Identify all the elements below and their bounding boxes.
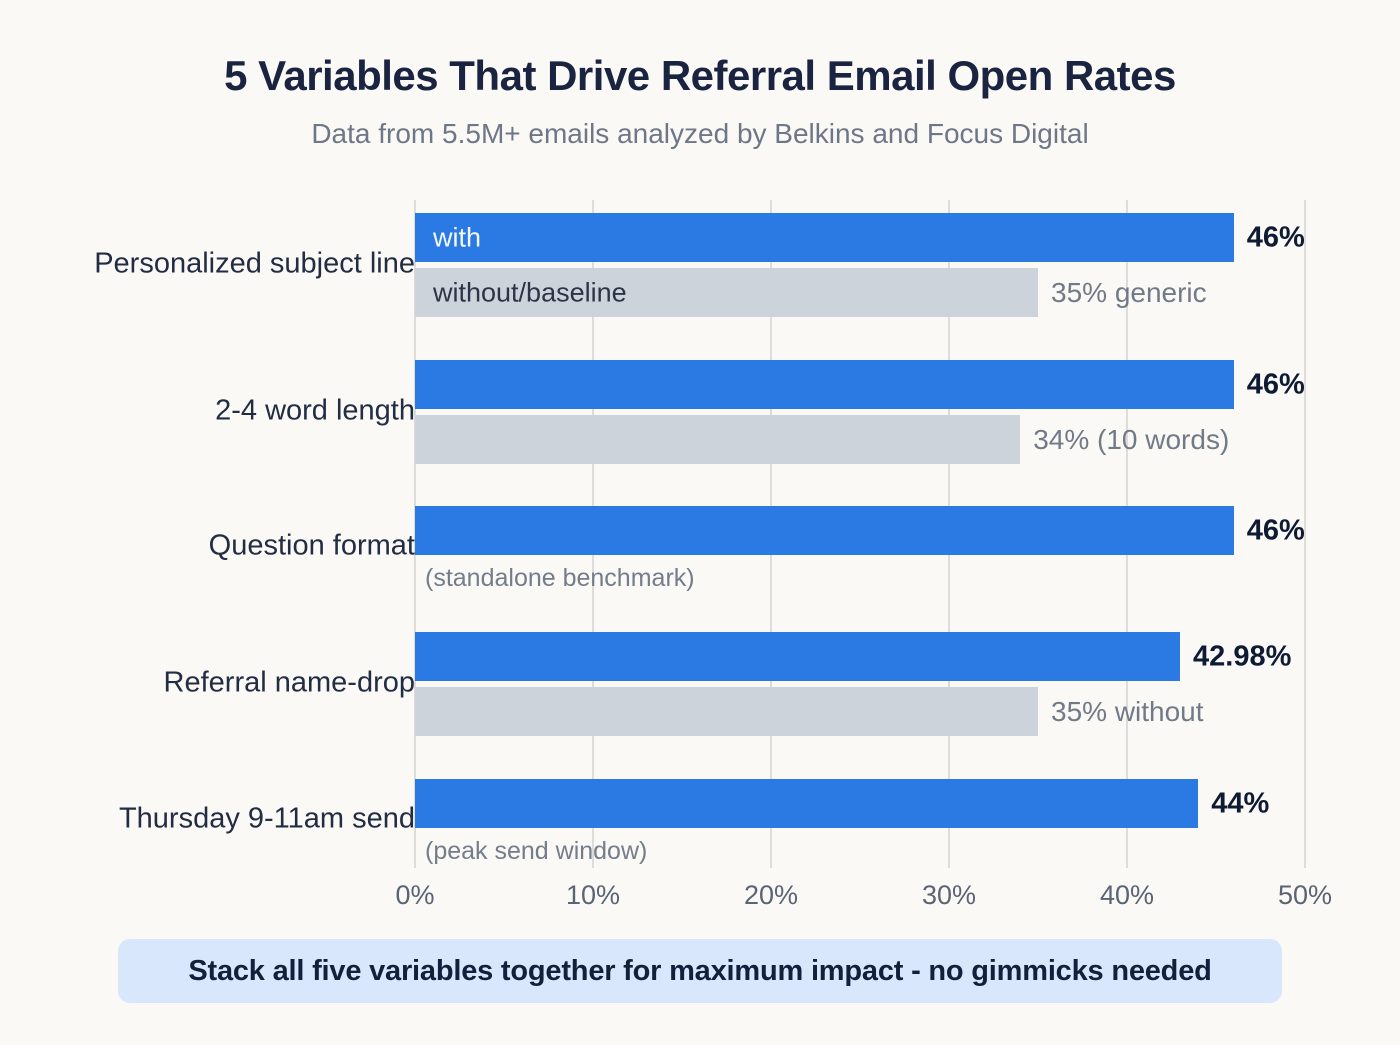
primary-bar: with	[415, 213, 1234, 262]
category-label: 2-4 word length	[215, 394, 415, 427]
page-title: 5 Variables That Drive Referral Email Op…	[224, 52, 1176, 99]
bar-note-label: (peak send window)	[425, 837, 648, 865]
x-axis-tick-label: 50%	[1277, 880, 1333, 910]
secondary-bar	[415, 415, 1021, 464]
primary-bar	[415, 632, 1181, 681]
secondary-bar	[415, 687, 1038, 736]
secondary-bar-inner-label: without/baseline	[433, 277, 627, 307]
primary-value-label: 46%	[1246, 368, 1305, 400]
x-axis-tick-label: 40%	[1099, 880, 1155, 910]
bar-note-label: (standalone benchmark)	[425, 564, 695, 592]
category-label: Question format	[208, 529, 415, 562]
x-axis-tick-label: 0%	[395, 880, 435, 910]
primary-value-label: 44%	[1211, 787, 1270, 819]
category-label: Referral name-drop	[163, 666, 415, 699]
callout-banner: Stack all five variables together for ma…	[118, 939, 1282, 1003]
category-label: Thursday 9-11am send	[118, 802, 415, 835]
x-axis-tick-label: 20%	[743, 880, 799, 910]
secondary-value-label: 34% (10 words)	[1033, 423, 1230, 455]
primary-bar	[415, 779, 1199, 828]
primary-value-label: 46%	[1246, 514, 1305, 546]
x-axis-tick-label: 30%	[921, 880, 977, 910]
primary-bar	[415, 360, 1234, 409]
primary-value-label: 46%	[1246, 221, 1305, 253]
category-label: Personalized subject line	[94, 247, 415, 280]
secondary-bar: without/baseline	[415, 268, 1038, 317]
callout-text: Stack all five variables together for ma…	[188, 954, 1212, 987]
gridline-50%	[1304, 200, 1306, 868]
page-subtitle: Data from 5.5M+ emails analyzed by Belki…	[311, 118, 1089, 149]
primary-value-label: 42.98%	[1193, 640, 1292, 672]
x-axis-tick-label: 10%	[565, 880, 621, 910]
primary-bar	[415, 506, 1234, 555]
secondary-value-label: 35% without	[1051, 695, 1204, 727]
primary-bar-inner-label: with	[433, 222, 482, 252]
secondary-value-label: 35% generic	[1051, 276, 1207, 308]
